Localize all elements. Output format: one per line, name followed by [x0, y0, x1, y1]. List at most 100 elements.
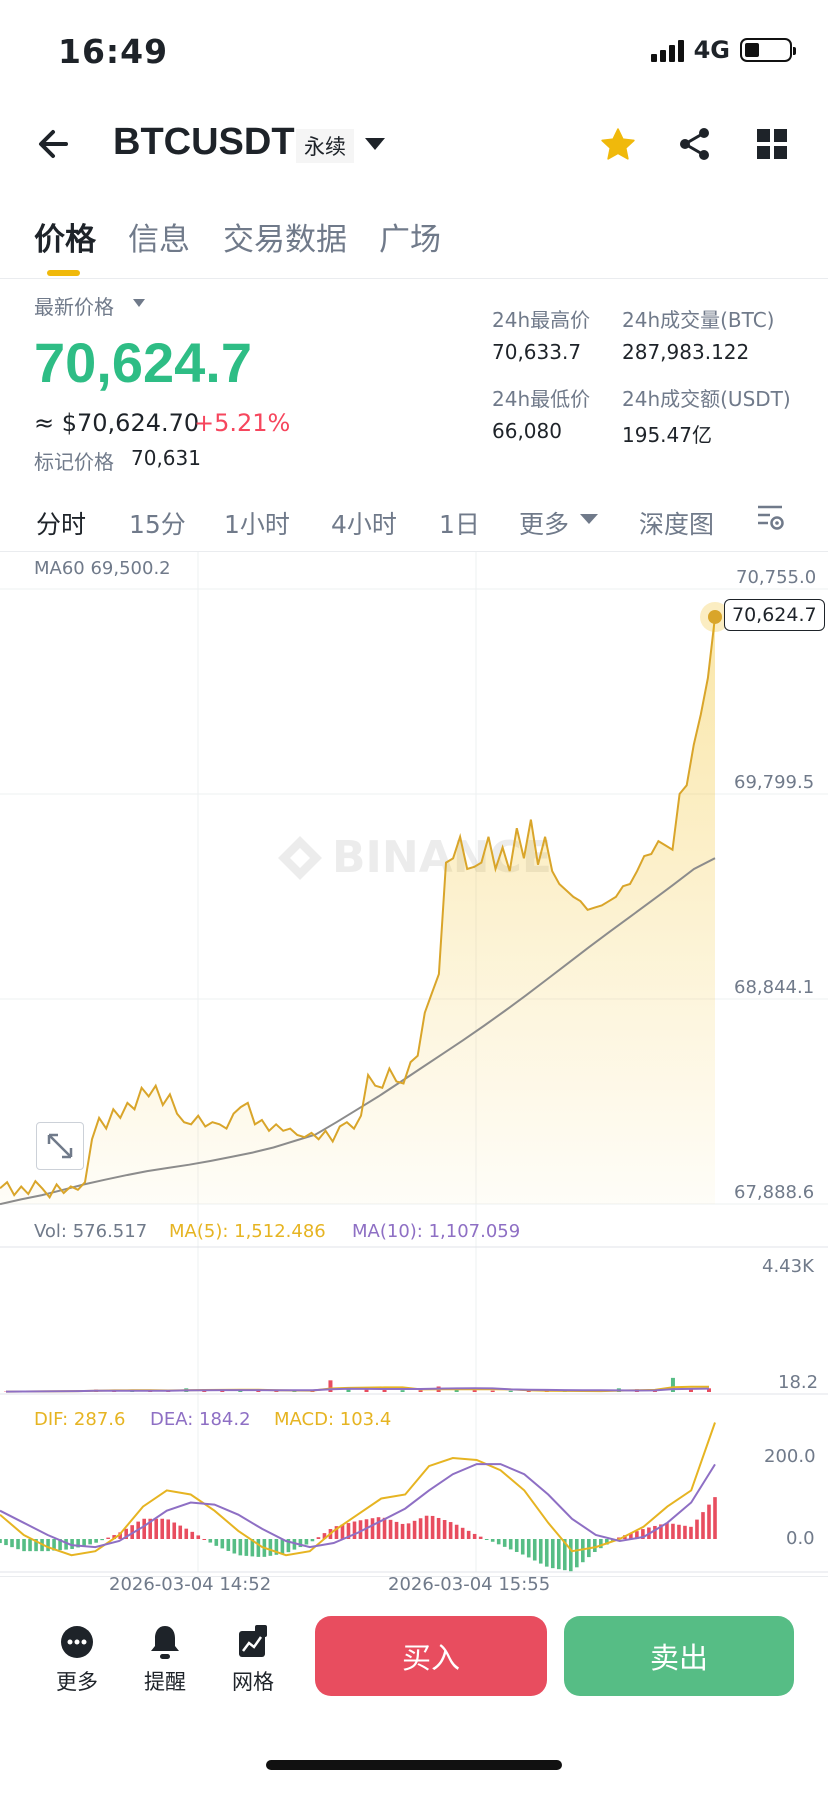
- macd-bar: [94, 1539, 98, 1543]
- macd-bar: [442, 1520, 447, 1539]
- buy-button[interactable]: 买入: [315, 1616, 547, 1696]
- volume-bar: [472, 1390, 477, 1392]
- back-arrow-icon[interactable]: [36, 124, 76, 164]
- macd-bar: [52, 1539, 56, 1551]
- price-axis-tick: 69,799.5: [734, 772, 815, 793]
- depth-chart-tab[interactable]: 深度图: [639, 510, 715, 539]
- caret-down-icon[interactable]: [133, 299, 145, 307]
- grid-trading-button[interactable]: 网格: [221, 1622, 285, 1696]
- macd-bar: [454, 1524, 459, 1539]
- interval-15m[interactable]: 15分: [129, 510, 186, 539]
- macd-bar: [472, 1533, 477, 1539]
- tab-info[interactable]: 信息: [128, 222, 190, 258]
- macd-bar: [82, 1539, 86, 1546]
- macd-bar: [4, 1539, 8, 1546]
- macd-bar: [238, 1539, 243, 1556]
- macd-bar: [124, 1528, 128, 1539]
- macd-axis-tick: 0.0: [786, 1528, 815, 1549]
- interval-more[interactable]: 更多: [519, 510, 570, 539]
- high-value: 70,633.7: [492, 340, 582, 364]
- macd-bar: [70, 1539, 74, 1549]
- caret-down-icon[interactable]: [580, 514, 598, 524]
- volume-label: Vol: 576.517: [34, 1221, 148, 1242]
- price-chart[interactable]: BINANCE: [0, 552, 828, 1576]
- macd-bar: [671, 1523, 675, 1539]
- more-label: 更多: [56, 1670, 98, 1694]
- interval-1d[interactable]: 1日: [439, 510, 480, 539]
- home-indicator[interactable]: [266, 1760, 562, 1770]
- macd-bar: [100, 1539, 104, 1541]
- tab-square[interactable]: 广场: [379, 222, 441, 258]
- macd-bar: [154, 1518, 159, 1539]
- more-button[interactable]: 更多: [45, 1622, 109, 1696]
- chevron-down-icon[interactable]: [365, 138, 385, 150]
- macd-bar: [617, 1537, 621, 1539]
- macd-bar: [166, 1519, 171, 1539]
- chart-settings-icon[interactable]: [756, 503, 786, 533]
- star-icon[interactable]: [598, 125, 638, 165]
- macd-bar: [184, 1528, 189, 1539]
- macd-bar: [358, 1520, 363, 1539]
- dif-line: [0, 1422, 716, 1557]
- macd-bar: [28, 1539, 32, 1552]
- macd-bar: [701, 1512, 705, 1539]
- grid-trading-icon: [239, 1625, 267, 1657]
- macd-bar: [484, 1539, 489, 1540]
- macd-bar: [202, 1539, 207, 1540]
- tab-price[interactable]: 价格: [34, 222, 96, 258]
- macd-bar: [64, 1539, 68, 1550]
- volume-bar: [418, 1390, 423, 1392]
- volume-axis-tick: 18.2: [778, 1372, 819, 1393]
- tab-trade-data[interactable]: 交易数据: [223, 222, 347, 258]
- macd-bar: [605, 1539, 609, 1545]
- volume-bar: [526, 1390, 531, 1392]
- vol-btc-value: 287,983.122: [622, 340, 750, 364]
- more-dots-icon: [61, 1626, 93, 1658]
- macd-bar: [388, 1519, 393, 1539]
- macd-bar: [286, 1539, 291, 1553]
- dif-label: DIF: 287.6: [34, 1409, 126, 1430]
- divider: [0, 1576, 828, 1577]
- macd-bar: [76, 1539, 80, 1548]
- mark-price: 70,631: [131, 446, 201, 470]
- symbol-title[interactable]: BTCUSDT: [113, 121, 295, 163]
- macd-bar: [653, 1525, 657, 1539]
- alert-button[interactable]: 提醒: [133, 1622, 197, 1696]
- interval-1h[interactable]: 1小时: [224, 510, 290, 539]
- macd-bar: [274, 1539, 279, 1555]
- macd-bar: [106, 1537, 110, 1539]
- macd-bar: [148, 1518, 153, 1539]
- macd-bar: [508, 1539, 513, 1550]
- volume-ma10-line: [5, 1387, 710, 1393]
- macd-bar: [292, 1539, 297, 1550]
- share-icon[interactable]: [677, 126, 713, 162]
- macd-bar: [298, 1539, 303, 1548]
- macd-bar: [370, 1518, 375, 1539]
- time-axis-tick: 2026-03-04 14:52: [109, 1574, 272, 1595]
- macd-bar: [502, 1539, 507, 1547]
- volume-bar: [508, 1390, 513, 1392]
- last-price-label[interactable]: 最新价格: [34, 295, 114, 319]
- battery-icon: [740, 38, 796, 62]
- status-time: 16:49: [58, 32, 169, 71]
- contract-type-tag: 永续: [296, 129, 354, 163]
- expand-icon[interactable]: [36, 1122, 84, 1170]
- interval-line[interactable]: 分时: [36, 510, 87, 539]
- sell-button[interactable]: 卖出: [564, 1616, 794, 1696]
- macd-bar: [514, 1539, 519, 1552]
- macd-bar: [250, 1539, 255, 1557]
- dea-line: [0, 1463, 716, 1549]
- grid-menu-icon[interactable]: [757, 129, 787, 159]
- macd-bar: [112, 1535, 116, 1539]
- current-price-tag: 70,624.7: [724, 599, 825, 631]
- macd-bar: [172, 1522, 177, 1539]
- macd-bar: [0, 1539, 2, 1544]
- macd-bar: [659, 1524, 663, 1539]
- macd-bar: [178, 1525, 183, 1539]
- volume-bar: [238, 1390, 243, 1392]
- vol-usdt-label: 24h成交额(USDT): [622, 387, 791, 411]
- macd-bar: [304, 1539, 309, 1545]
- macd-bar: [340, 1524, 345, 1539]
- interval-4h[interactable]: 4小时: [331, 510, 397, 539]
- macd-bar: [406, 1523, 411, 1539]
